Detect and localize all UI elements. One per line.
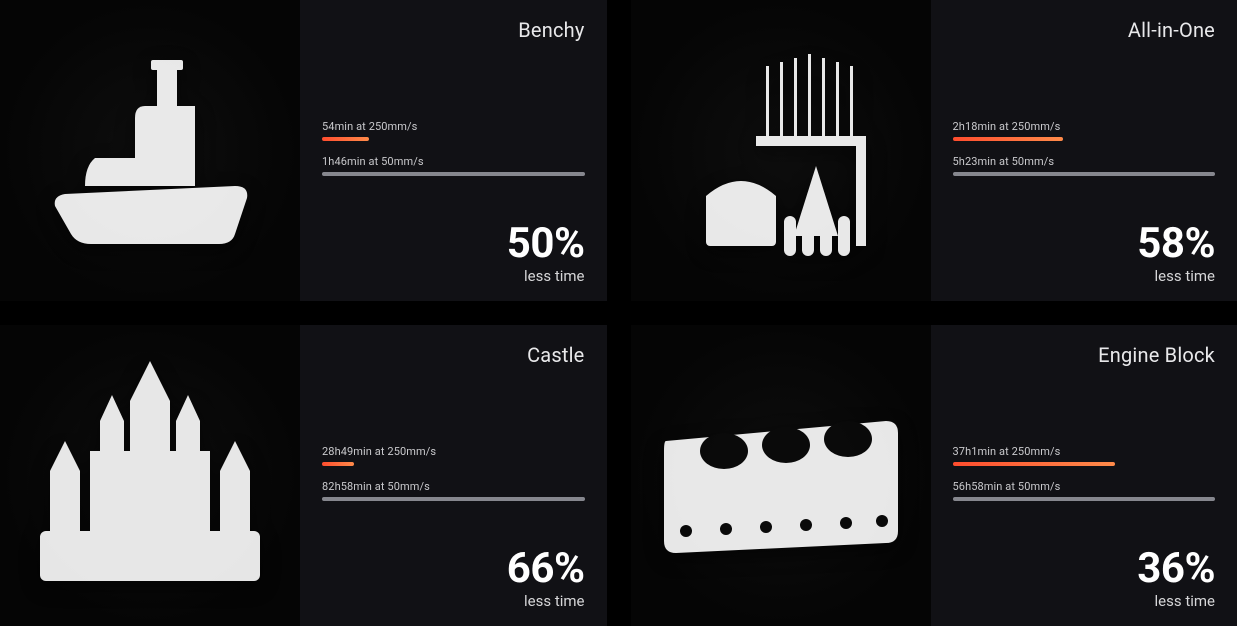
pct-sub: less time bbox=[1137, 267, 1215, 285]
card-engine-block: Engine Block 37h1min at 250mm/s 56h58min… bbox=[631, 325, 1237, 626]
slow-bar-fill bbox=[322, 172, 585, 176]
pct-block: 58% less time bbox=[1137, 223, 1215, 285]
slow-bar-label: 56h58min at 50mm/s bbox=[953, 480, 1216, 493]
card-title: All-in-One bbox=[953, 18, 1216, 42]
bars-group: 2h18min at 250mm/s 5h23min at 50mm/s bbox=[953, 120, 1216, 190]
slow-bar-label: 82h58min at 50mm/s bbox=[322, 480, 585, 493]
comparison-grid: Benchy 54min at 250mm/s 1h46min at 50mm/… bbox=[0, 0, 1237, 626]
fast-bar-fill bbox=[322, 462, 354, 466]
fast-bar-group: 2h18min at 250mm/s bbox=[953, 120, 1216, 141]
slow-bar-fill bbox=[953, 172, 1216, 176]
fast-bar-track bbox=[953, 462, 1216, 466]
slow-bar-fill bbox=[953, 497, 1216, 501]
castle-icon bbox=[20, 351, 280, 601]
pct-value: 66% bbox=[507, 548, 585, 590]
bars-group: 37h1min at 250mm/s 56h58min at 50mm/s bbox=[953, 445, 1216, 515]
model-image-all-in-one bbox=[631, 0, 931, 301]
slow-bar-fill bbox=[322, 497, 585, 501]
fast-bar-group: 54min at 250mm/s bbox=[322, 120, 585, 141]
pct-sub: less time bbox=[507, 592, 585, 610]
pct-value: 50% bbox=[507, 223, 585, 265]
pct-value: 36% bbox=[1137, 548, 1215, 590]
card-content: Engine Block 37h1min at 250mm/s 56h58min… bbox=[931, 325, 1237, 626]
slow-bar-track bbox=[322, 172, 585, 176]
slow-bar-group: 56h58min at 50mm/s bbox=[953, 480, 1216, 501]
card-content: Benchy 54min at 250mm/s 1h46min at 50mm/… bbox=[300, 0, 607, 301]
fast-bar-track bbox=[322, 462, 585, 466]
card-all-in-one: All-in-One 2h18min at 250mm/s 5h23min at… bbox=[631, 0, 1237, 301]
fast-bar-label: 2h18min at 250mm/s bbox=[953, 120, 1216, 133]
slow-bar-track bbox=[953, 172, 1216, 176]
bars-group: 54min at 250mm/s 1h46min at 50mm/s bbox=[322, 120, 585, 190]
card-benchy: Benchy 54min at 250mm/s 1h46min at 50mm/… bbox=[0, 0, 607, 301]
fast-bar-track bbox=[322, 137, 585, 141]
fast-bar-fill bbox=[953, 137, 1063, 141]
fast-bar-fill bbox=[322, 137, 369, 141]
card-content: Castle 28h49min at 250mm/s 82h58min at 5… bbox=[300, 325, 607, 626]
card-title: Castle bbox=[322, 343, 585, 367]
pct-sub: less time bbox=[507, 267, 585, 285]
model-image-engine-block bbox=[631, 325, 931, 626]
slow-bar-track bbox=[322, 497, 585, 501]
card-title: Benchy bbox=[322, 18, 585, 42]
card-content: All-in-One 2h18min at 250mm/s 5h23min at… bbox=[931, 0, 1237, 301]
fast-bar-label: 54min at 250mm/s bbox=[322, 120, 585, 133]
fast-bar-group: 37h1min at 250mm/s bbox=[953, 445, 1216, 466]
model-image-castle bbox=[0, 325, 300, 626]
pct-value: 58% bbox=[1137, 223, 1215, 265]
card-castle: Castle 28h49min at 250mm/s 82h58min at 5… bbox=[0, 325, 607, 626]
pct-block: 36% less time bbox=[1137, 548, 1215, 610]
fast-bar-label: 28h49min at 250mm/s bbox=[322, 445, 585, 458]
slow-bar-group: 5h23min at 50mm/s bbox=[953, 155, 1216, 176]
fast-bar-label: 37h1min at 250mm/s bbox=[953, 445, 1216, 458]
pct-sub: less time bbox=[1137, 592, 1215, 610]
slow-bar-label: 1h46min at 50mm/s bbox=[322, 155, 585, 168]
slow-bar-group: 82h58min at 50mm/s bbox=[322, 480, 585, 501]
engine-block-icon bbox=[646, 381, 916, 571]
benchy-icon bbox=[35, 46, 265, 256]
fast-bar-group: 28h49min at 250mm/s bbox=[322, 445, 585, 466]
model-image-benchy bbox=[0, 0, 300, 301]
pct-block: 50% less time bbox=[507, 223, 585, 285]
all-in-one-icon bbox=[666, 26, 896, 276]
fast-bar-fill bbox=[953, 462, 1116, 466]
slow-bar-track bbox=[953, 497, 1216, 501]
card-title: Engine Block bbox=[953, 343, 1216, 367]
bars-group: 28h49min at 250mm/s 82h58min at 50mm/s bbox=[322, 445, 585, 515]
fast-bar-track bbox=[953, 137, 1216, 141]
slow-bar-label: 5h23min at 50mm/s bbox=[953, 155, 1216, 168]
pct-block: 66% less time bbox=[507, 548, 585, 610]
slow-bar-group: 1h46min at 50mm/s bbox=[322, 155, 585, 176]
